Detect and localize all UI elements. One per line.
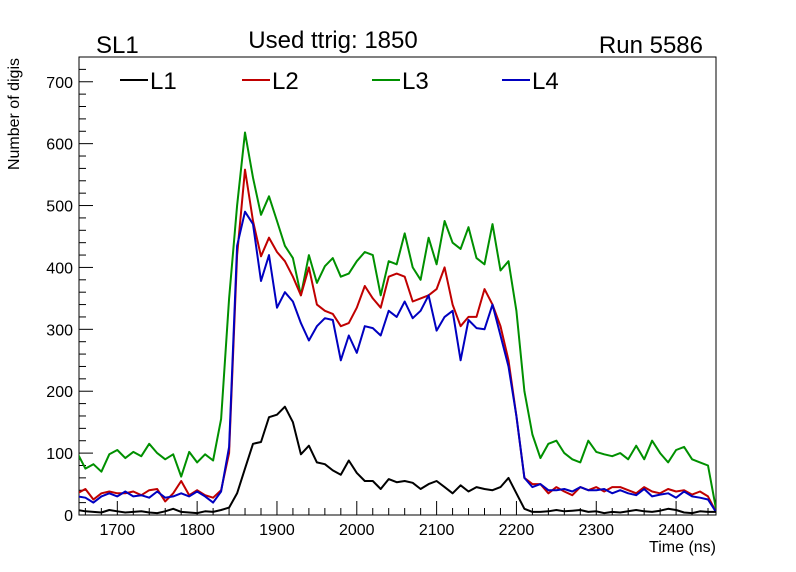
chart-title: Used ttrig: 1850	[248, 27, 417, 54]
x-tick-label: 2300	[578, 522, 614, 539]
y-tick-label: 700	[46, 75, 73, 92]
series-line-l2	[79, 168, 716, 513]
series-line-l1	[79, 405, 716, 515]
legend-label-l1: L1	[150, 68, 177, 95]
x-tick-label: 1900	[259, 522, 295, 539]
y-tick-label: 400	[46, 260, 73, 277]
series-line-l4	[79, 210, 716, 513]
y-tick-label: 500	[46, 199, 73, 216]
legend-label-l4: L4	[532, 68, 559, 95]
x-tick-label: 2400	[658, 522, 694, 539]
y-axis: 0 100 200 300 400 500 600 700	[46, 56, 93, 525]
header-left-label: SL1	[96, 32, 139, 59]
plot-border	[78, 56, 717, 516]
x-tick-label: 1800	[179, 522, 215, 539]
x-axis: 1700 1800 1900 2000 2100 2200 2300 2400	[84, 501, 709, 539]
y-tick-label: 300	[46, 322, 73, 339]
legend-label-l2: L2	[272, 68, 299, 95]
x-tick-label: 2000	[339, 522, 375, 539]
x-axis-label: Time (ns)	[649, 539, 716, 556]
series-lines	[79, 131, 716, 515]
x-tick-label: 2100	[419, 522, 455, 539]
plot-frame	[78, 56, 717, 516]
legend-label-l3: L3	[402, 68, 429, 95]
x-tick-label: 1700	[100, 522, 136, 539]
y-tick-label: 100	[46, 446, 73, 463]
legend: L1 L2 L3 L4	[120, 68, 559, 95]
y-axis-label: Number of digis	[6, 58, 23, 170]
series-line-l3	[79, 131, 716, 509]
x-tick-label: 2200	[499, 522, 535, 539]
header-right-label: Run 5586	[599, 32, 703, 59]
y-tick-label: 200	[46, 384, 73, 401]
y-tick-label: 600	[46, 137, 73, 154]
y-tick-label: 0	[64, 508, 73, 525]
